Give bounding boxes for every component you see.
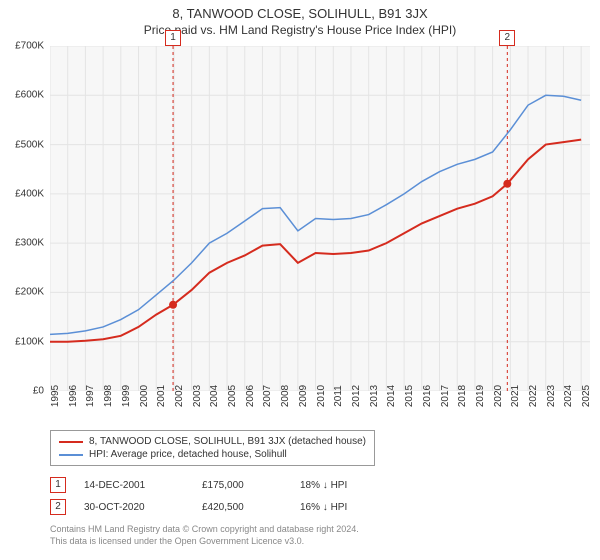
x-axis-label: 2008 (280, 385, 291, 407)
chart-container: 8, TANWOOD CLOSE, SOLIHULL, B91 3JX Pric… (0, 0, 600, 560)
sale-price: £420,500 (202, 502, 282, 513)
chart-plot (50, 46, 590, 391)
x-axis-label: 2001 (156, 385, 167, 407)
footer-line2: This data is licensed under the Open Gov… (50, 536, 359, 548)
x-axis-label: 2002 (174, 385, 185, 407)
x-axis-label: 2006 (245, 385, 256, 407)
x-axis-label: 1996 (68, 385, 79, 407)
y-axis-label: £700K (15, 41, 44, 52)
chart-title: 8, TANWOOD CLOSE, SOLIHULL, B91 3JX (0, 0, 600, 21)
sale-marker-box: 1 (50, 477, 66, 493)
legend-label: 8, TANWOOD CLOSE, SOLIHULL, B91 3JX (det… (89, 436, 366, 447)
x-axis-label: 2003 (192, 385, 203, 407)
x-axis-label: 2018 (457, 385, 468, 407)
x-axis-label: 2009 (298, 385, 309, 407)
sale-row: 1 14-DEC-2001 £175,000 18% ↓ HPI (50, 474, 390, 496)
sale-marker-2: 2 (499, 30, 515, 46)
x-axis-label: 2021 (510, 385, 521, 407)
legend-swatch (59, 441, 83, 443)
x-axis-label: 2005 (227, 385, 238, 407)
y-axis-label: £600K (15, 90, 44, 101)
legend-item: HPI: Average price, detached house, Soli… (59, 448, 366, 461)
x-axis-label: 2010 (316, 385, 327, 407)
y-axis-label: £400K (15, 188, 44, 199)
x-axis-label: 2015 (404, 385, 415, 407)
sale-marker-1: 1 (165, 30, 181, 46)
legend: 8, TANWOOD CLOSE, SOLIHULL, B91 3JX (det… (50, 430, 375, 466)
x-axis-label: 1997 (85, 385, 96, 407)
x-axis-label: 2007 (262, 385, 273, 407)
x-axis-label: 2022 (528, 385, 539, 407)
y-axis-label: £500K (15, 139, 44, 150)
x-axis-label: 2020 (493, 385, 504, 407)
x-axis-label: 2016 (422, 385, 433, 407)
x-axis-label: 2000 (139, 385, 150, 407)
sales-table: 1 14-DEC-2001 £175,000 18% ↓ HPI 2 30-OCT-202… (50, 474, 390, 518)
x-axis-label: 2017 (440, 385, 451, 407)
sale-date: 14-DEC-2001 (84, 480, 184, 491)
x-axis-label: 2023 (546, 385, 557, 407)
footer-line1: Contains HM Land Registry data © Crown c… (50, 524, 359, 536)
x-axis-label: 1998 (103, 385, 114, 407)
x-axis-label: 2025 (581, 385, 592, 407)
x-axis-label: 1999 (121, 385, 132, 407)
y-axis-label: £100K (15, 336, 44, 347)
y-axis-label: £300K (15, 238, 44, 249)
legend-swatch (59, 454, 83, 456)
legend-label: HPI: Average price, detached house, Soli… (89, 449, 287, 460)
y-axis-label: £0 (33, 386, 44, 397)
x-axis-label: 2004 (209, 385, 220, 407)
sale-diff: 16% ↓ HPI (300, 502, 390, 513)
x-axis-label: 2024 (563, 385, 574, 407)
legend-item: 8, TANWOOD CLOSE, SOLIHULL, B91 3JX (det… (59, 435, 366, 448)
x-axis-label: 2019 (475, 385, 486, 407)
sale-row: 2 30-OCT-2020 £420,500 16% ↓ HPI (50, 496, 390, 518)
sale-date: 30-OCT-2020 (84, 502, 184, 513)
x-axis-label: 2014 (386, 385, 397, 407)
y-axis-label: £200K (15, 287, 44, 298)
chart-area: £0£100K£200K£300K£400K£500K£600K£700K199… (50, 46, 590, 391)
sale-price: £175,000 (202, 480, 282, 491)
sale-diff: 18% ↓ HPI (300, 480, 390, 491)
x-axis-label: 2013 (369, 385, 380, 407)
x-axis-label: 2011 (333, 385, 344, 407)
footer-attribution: Contains HM Land Registry data © Crown c… (50, 524, 359, 547)
x-axis-label: 2012 (351, 385, 362, 407)
x-axis-label: 1995 (50, 385, 61, 407)
sale-marker-box: 2 (50, 499, 66, 515)
